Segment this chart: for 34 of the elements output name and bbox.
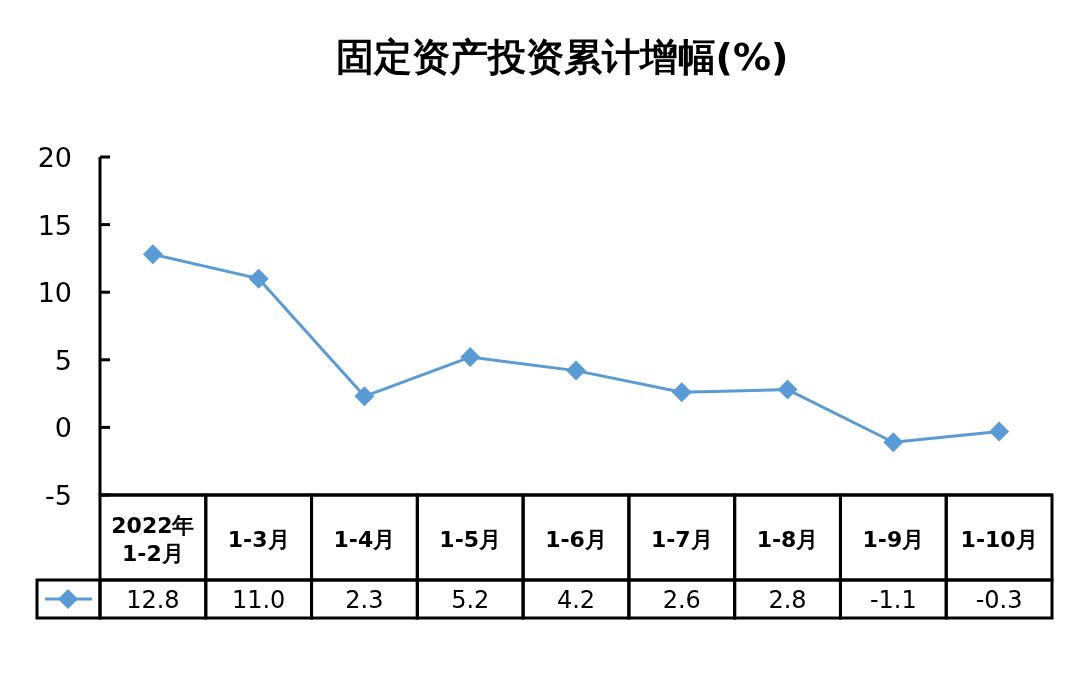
point bbox=[989, 421, 1010, 442]
data-label: -0.3 bbox=[975, 586, 1023, 614]
x-tick-label: 2022年 1-2月 bbox=[111, 512, 195, 566]
x-tick-label: 1-5月 bbox=[439, 526, 502, 552]
x-tick-label: 1-7月 bbox=[650, 526, 713, 552]
y-tick-label: -5 bbox=[45, 480, 72, 511]
point bbox=[777, 379, 798, 400]
data-label: 12.8 bbox=[126, 586, 180, 614]
data-label: 4.2 bbox=[556, 586, 596, 614]
point bbox=[248, 268, 269, 289]
y-tick-label: 20 bbox=[37, 142, 72, 173]
data-label: -1.1 bbox=[869, 586, 917, 614]
point bbox=[142, 244, 163, 265]
data-label: 2.3 bbox=[345, 586, 384, 614]
point bbox=[460, 347, 481, 368]
point bbox=[354, 386, 375, 407]
y-tick-label: 0 bbox=[54, 412, 72, 444]
data-label: 5.2 bbox=[451, 586, 490, 614]
data-label: 11.0 bbox=[231, 586, 286, 614]
x-tick-label: 1-8月 bbox=[756, 526, 819, 552]
x-tick-label: 1-6月 bbox=[545, 526, 607, 552]
y-tick-label: 15 bbox=[37, 209, 72, 241]
point bbox=[671, 382, 692, 403]
y-tick-label: 10 bbox=[37, 277, 72, 309]
data-label: 2.8 bbox=[768, 586, 807, 614]
y-tick-label: 5 bbox=[54, 344, 72, 376]
point bbox=[566, 360, 586, 381]
x-tick-label: 1-10月 bbox=[960, 526, 1038, 552]
chart-title: 固定资产投资累计增幅(%) bbox=[335, 35, 789, 79]
x-tick-label: 1-3月 bbox=[227, 526, 290, 552]
point bbox=[883, 432, 904, 453]
x-tick-label: 1-9月 bbox=[862, 526, 925, 552]
x-tick-label: 1-4月 bbox=[333, 526, 396, 552]
data-label: 2.6 bbox=[662, 586, 701, 614]
